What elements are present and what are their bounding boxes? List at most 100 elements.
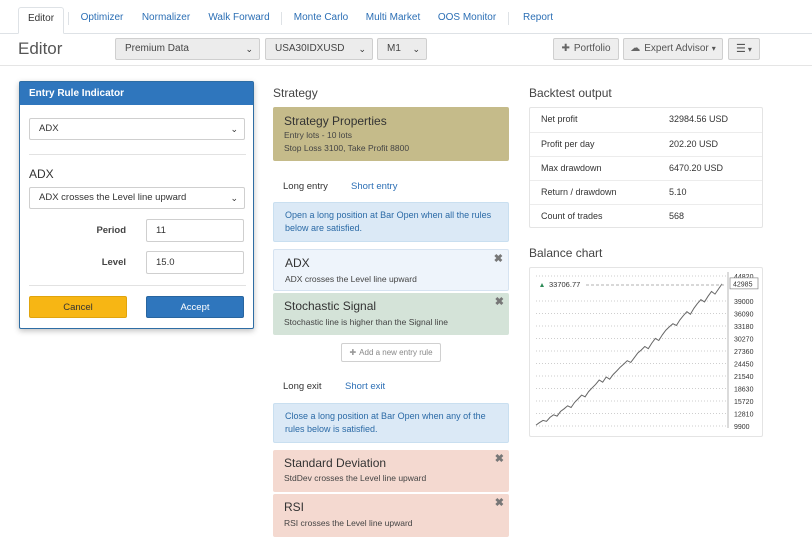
entry-rule-card[interactable]: Stochastic Signal Stochastic line is hig…	[273, 293, 509, 335]
stat-label: Return / drawdown	[541, 187, 617, 197]
tab-short-exit[interactable]: Short exit	[345, 381, 386, 392]
period-label: Period	[96, 225, 126, 236]
stat-label: Count of trades	[541, 211, 603, 221]
page-title: Editor	[18, 39, 63, 58]
indicator-title: ADX	[29, 167, 54, 181]
rule-description: Stochastic line is higher than the Signa…	[284, 317, 448, 327]
tab-long-entry[interactable]: Long entry	[283, 181, 328, 192]
entry-info-box: Open a long position at Bar Open when al…	[273, 202, 509, 242]
entry-rule-card[interactable]: ADX ADX crosses the Level line upward ✖	[273, 249, 509, 291]
rule-select[interactable]: ADX crosses the Level line upward ⌄	[29, 187, 245, 209]
y-tick-label: 18630	[734, 387, 754, 394]
last-value-label: 42985	[733, 281, 753, 288]
card-title: Strategy Properties	[284, 114, 387, 128]
tab-optimizer[interactable]: Optimizer	[80, 12, 124, 23]
accept-button[interactable]: Accept	[146, 296, 244, 318]
tab-short-entry[interactable]: Short entry	[351, 181, 398, 192]
tab-editor[interactable]: Editor	[18, 7, 64, 34]
y-tick-label: 15720	[734, 399, 754, 406]
rule-title: ADX	[285, 256, 310, 270]
data-source-select[interactable]: Premium Data ⌄	[115, 38, 260, 60]
rule-title: Standard Deviation	[284, 456, 387, 470]
tab-separator	[68, 12, 69, 25]
close-icon[interactable]: ✖	[494, 453, 504, 465]
tab-separator	[508, 12, 509, 25]
close-icon[interactable]: ✖	[494, 296, 504, 308]
card-line: Stop Loss 3100, Take Profit 8800	[284, 143, 410, 153]
last-value-box	[729, 277, 759, 290]
balance-chart: 44820 39000 36090 33180 30270 27360 24450 21540…	[529, 267, 763, 437]
backtest-heading: Backtest output	[529, 86, 612, 100]
tab-monte-carlo[interactable]: Monte Carlo	[293, 12, 349, 23]
tab-long-exit[interactable]: Long exit	[283, 381, 322, 392]
balance-chart-heading: Balance chart	[529, 246, 603, 260]
chevron-down-icon: ⌄	[412, 44, 420, 54]
exit-info-box: Close a long position at Bar Open when a…	[273, 403, 509, 443]
marker-triangle-icon	[540, 283, 544, 287]
tab-oos-monitor[interactable]: OOS Monitor	[437, 12, 497, 23]
stat-label: Max drawdown	[541, 163, 602, 173]
stat-value: 6470.20 USD	[669, 163, 724, 173]
period-value: M1	[387, 43, 401, 54]
tab-report[interactable]: Report	[522, 12, 553, 23]
y-tick-label: 44820	[734, 274, 754, 281]
rule-description: ADX crosses the Level line upward	[285, 274, 417, 284]
close-icon[interactable]: ✖	[493, 253, 503, 265]
dialog-title: Entry Rule Indicator	[20, 82, 253, 105]
table-row: Profit per day 202.20 USD	[530, 132, 762, 156]
stat-value: 5.10	[669, 187, 687, 197]
card-line: Entry lots - 10 lots	[284, 130, 353, 140]
backtest-table: Net profit 32984.56 USD Profit per day 2…	[529, 107, 763, 228]
expert-advisor-button[interactable]: ☁ Expert Advisor ▾	[623, 38, 723, 60]
rule-description: StdDev crosses the Level line upward	[284, 473, 427, 483]
portfolio-button[interactable]: ✚ Portfolio	[553, 38, 619, 60]
level-input[interactable]: 15.0	[146, 251, 244, 274]
strategy-heading: Strategy	[273, 86, 318, 100]
period-input[interactable]: 11	[146, 219, 244, 242]
data-source-value: Premium Data	[125, 43, 189, 54]
balance-chart-svg: 44820 39000 36090 33180 30270 27360 24450 21540…	[535, 272, 759, 431]
tab-normalizer[interactable]: Normalizer	[141, 12, 191, 23]
y-tick-label: 12810	[734, 412, 754, 419]
rule-description: RSI crosses the Level line upward	[284, 518, 413, 528]
y-tick-label: 27360	[734, 349, 754, 356]
portfolio-label: Portfolio	[573, 43, 611, 54]
chevron-down-icon: ⌄	[230, 193, 238, 203]
rule-title: Stochastic Signal	[284, 299, 377, 313]
y-tick-label: 30270	[734, 337, 754, 344]
y-tick-label: 33180	[734, 324, 754, 331]
menu-button[interactable]: ☰ ▾	[728, 38, 760, 60]
table-row: Return / drawdown 5.10	[530, 180, 762, 204]
exit-rule-card[interactable]: Standard Deviation StdDev crosses the Le…	[273, 450, 509, 492]
divider	[29, 285, 246, 286]
chevron-down-icon: ⌄	[230, 124, 238, 134]
cancel-button[interactable]: Cancel	[29, 296, 127, 318]
tab-bar: Editor Optimizer Normalizer Walk Forward…	[0, 0, 812, 34]
indicator-select[interactable]: ADX ⌄	[29, 118, 245, 140]
strategy-properties-card[interactable]: Strategy Properties Entry lots - 10 lots…	[273, 107, 509, 161]
plus-icon: ✚	[349, 348, 357, 357]
tab-walk-forward[interactable]: Walk Forward	[208, 12, 270, 23]
close-icon[interactable]: ✖	[494, 497, 504, 509]
symbol-select[interactable]: USA30IDXUSD ⌄	[265, 38, 373, 60]
period-select[interactable]: M1 ⌄	[377, 38, 427, 60]
chevron-down-icon: ⌄	[245, 44, 253, 54]
tab-multi-market[interactable]: Multi Market	[365, 12, 421, 23]
y-tick-label: 9900	[734, 424, 750, 431]
y-tick-label: 36090	[734, 312, 754, 319]
level-label: Level	[101, 257, 126, 268]
indicator-select-value: ADX	[39, 123, 59, 134]
add-rule-label: Add a new entry rule	[359, 348, 433, 357]
symbol-value: USA30IDXUSD	[275, 43, 345, 54]
hamburger-icon: ☰	[736, 43, 746, 55]
rule-title: RSI	[284, 500, 305, 514]
y-tick-label: 24450	[734, 362, 754, 369]
exit-rule-card[interactable]: RSI RSI crosses the Level line upward ✖	[273, 494, 509, 537]
caret-down-icon: ▾	[711, 44, 716, 53]
rule-select-value: ADX crosses the Level line upward	[39, 192, 187, 203]
y-tick-label: 21540	[734, 374, 754, 381]
add-entry-rule-button[interactable]: ✚ Add a new entry rule	[341, 343, 441, 362]
marker-label: 33706.77	[549, 280, 580, 289]
table-row: Count of trades 568	[530, 204, 762, 228]
toolbar: Editor Premium Data ⌄ USA30IDXUSD ⌄ M1 ⌄…	[0, 34, 812, 66]
